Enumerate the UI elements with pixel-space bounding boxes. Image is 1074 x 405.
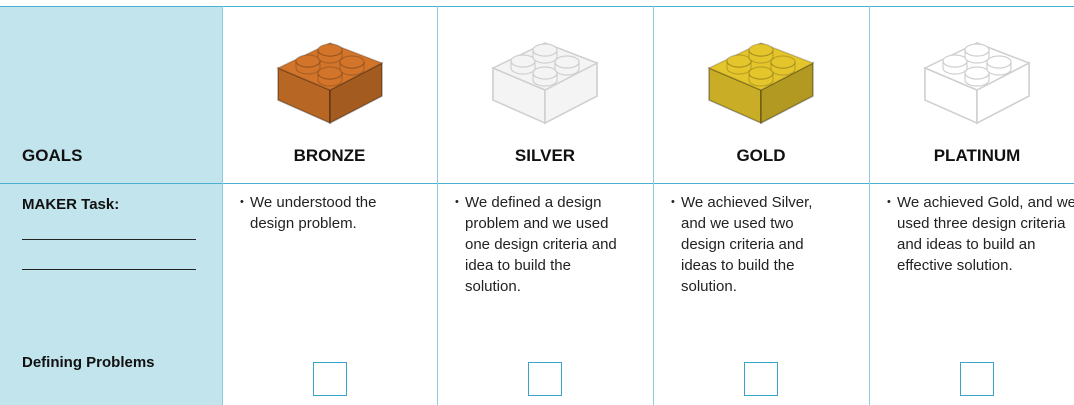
task-label: MAKER Task: [22, 196, 120, 213]
brick-stud-top [770, 55, 796, 69]
column-divider [869, 6, 870, 405]
column-divider [653, 6, 654, 405]
brick-stud-top [294, 54, 321, 68]
level-description-list: We defined a design problem and we used … [453, 192, 625, 297]
brick-stud-top [964, 43, 990, 57]
brick-stud-top [316, 43, 343, 57]
goals-header: GOALS [22, 146, 83, 165]
brick-stud-top [554, 55, 580, 69]
level-name: PLATINUM [933, 146, 1021, 165]
level-description-list: We achieved Gold, and we used three desi… [885, 192, 1074, 276]
goals-column [0, 6, 222, 405]
brick-stud-top [316, 66, 343, 80]
checkbox[interactable] [312, 362, 347, 396]
level-description: We achieved Silver, and we used two desi… [671, 192, 841, 297]
brick-stud-top [986, 55, 1012, 69]
brick-stud-top [942, 54, 968, 68]
checkbox[interactable] [744, 362, 778, 396]
brick-stud-top [748, 43, 774, 57]
brick-stud-top [510, 54, 536, 68]
blank-line [22, 269, 196, 270]
brick-stud-top [532, 66, 558, 80]
level-description-list: We achieved Silver, and we used two desi… [669, 192, 841, 297]
level-name: BRONZE [293, 146, 366, 165]
level-name: GOLD [736, 146, 786, 165]
level-description: We understood the design problem. [240, 192, 385, 234]
column-divider [222, 6, 223, 405]
brick-stud-top [964, 66, 990, 80]
row-label: Defining Problems [22, 354, 155, 371]
level-name: SILVER [514, 146, 576, 165]
level-description: We defined a design problem and we used … [455, 192, 625, 297]
brick-stud-top [726, 54, 752, 68]
brick-icon [707, 42, 815, 125]
checkbox[interactable] [528, 362, 562, 396]
brick-icon [491, 42, 599, 125]
brick-icon [275, 42, 384, 125]
brick-stud-top [532, 43, 558, 57]
level-description: We achieved Gold, and we used three desi… [887, 192, 1074, 276]
blank-line [22, 239, 196, 240]
row-divider [0, 183, 1074, 184]
brick-top [707, 42, 815, 91]
brick-top [275, 42, 384, 91]
level-description-list: We understood the design problem. [238, 192, 385, 234]
brick-stud-top [748, 66, 774, 80]
top-border [0, 6, 1074, 7]
brick-stud-top [338, 55, 365, 69]
checkbox[interactable] [960, 362, 994, 396]
brick-icon [923, 42, 1031, 125]
column-divider [437, 6, 438, 405]
